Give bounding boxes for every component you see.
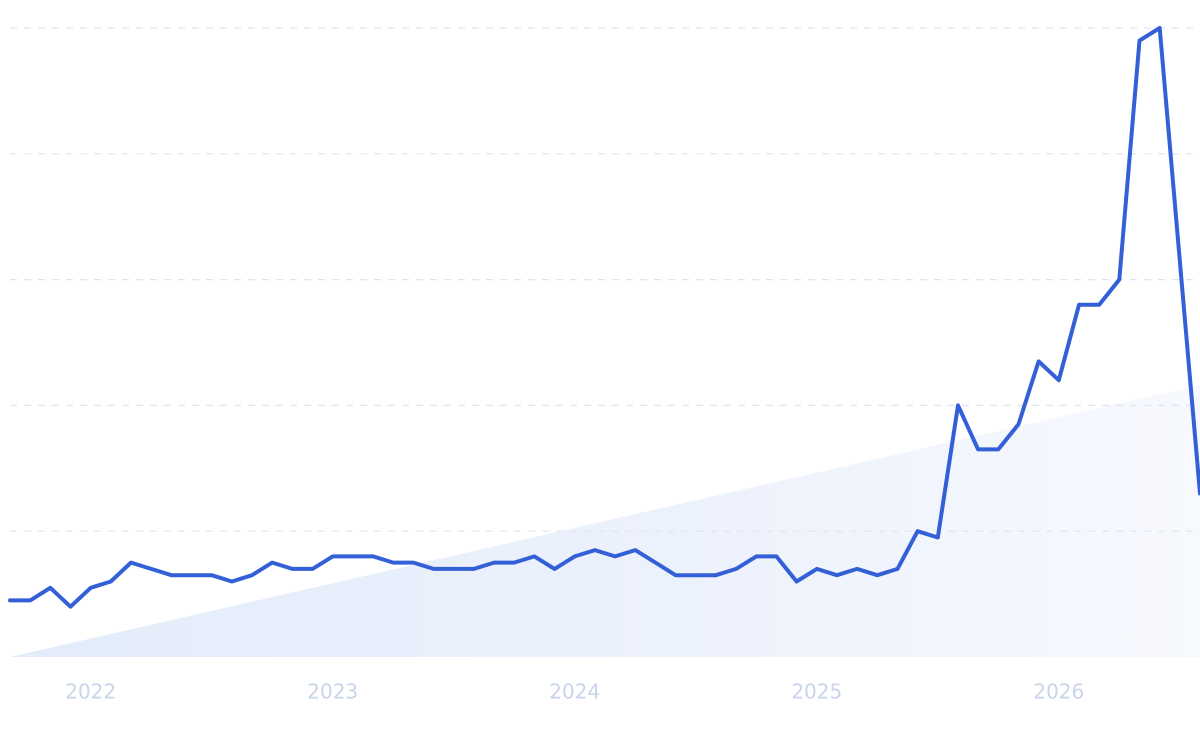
x-axis: 2022 2023 2024 2025 2026 [65,680,1084,704]
grid [10,27,1200,532]
plot [8,26,1200,609]
x-tick-label: 2022 [65,680,116,704]
data-line [8,26,1200,609]
trend-area [10,385,1200,657]
x-tick-label: 2025 [791,680,842,704]
x-tick-label: 2024 [549,680,600,704]
x-tick-label: 2023 [307,680,358,704]
x-tick-label: 2026 [1033,680,1084,704]
